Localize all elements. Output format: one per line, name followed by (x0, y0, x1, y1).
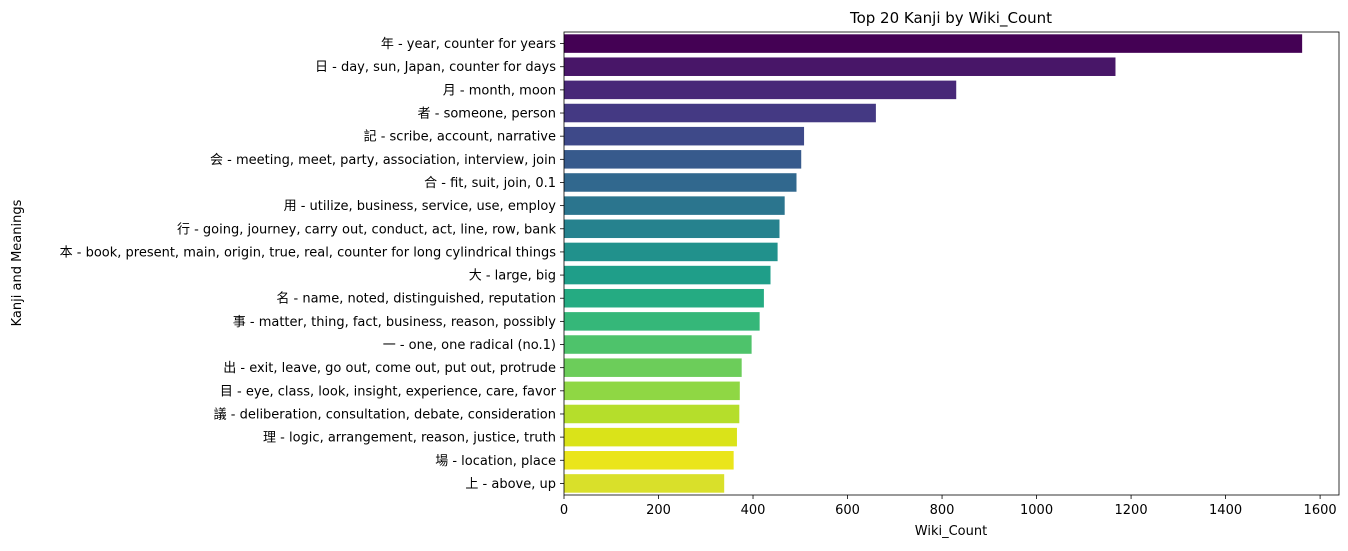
chart-title: Top 20 Kanji by Wiki_Count (849, 9, 1052, 28)
y-tick-label: 場 - location, place (435, 454, 556, 469)
plot-area-frame (563, 31, 1340, 496)
y-tick-label: 目 - eye, class, look, insight, experienc… (220, 384, 557, 399)
x-tick-label: 1000 (1020, 503, 1053, 518)
x-tick-label: 800 (930, 503, 955, 518)
y-tick-label: 事 - matter, thing, fact, business, reaso… (233, 315, 557, 330)
y-tick-label: 議 - deliberation, consultation, debate, … (214, 407, 556, 422)
y-tick-label: 理 - logic, arrangement, reason, justice,… (263, 431, 556, 446)
x-axis-ticks: 0 200 400 600 800 1000 1200 1400 1600 (560, 495, 1337, 518)
x-tick-label: 1600 (1304, 503, 1337, 518)
x-tick-label: 600 (835, 503, 860, 518)
y-tick-label: 日 - day, sun, Japan, counter for days (315, 60, 556, 75)
bar (564, 312, 760, 331)
bar (564, 451, 734, 470)
bar (564, 404, 740, 424)
y-tick-label: 用 - utilize, business, service, use, emp… (284, 199, 557, 214)
bar (564, 358, 742, 377)
y-tick-label: 年 - year, counter for years (381, 37, 556, 52)
y-tick-label: 名 - name, noted, distinguished, reputati… (276, 291, 556, 307)
bar (564, 126, 805, 146)
bar (564, 474, 725, 493)
bar (564, 173, 797, 192)
y-tick-label: 合 - fit, suit, join, 0.1 (424, 176, 556, 191)
bar (564, 288, 764, 308)
bar (564, 34, 1303, 53)
y-tick-label: 上 - above, up (465, 477, 556, 492)
y-tick-label: 者 - someone, person (418, 107, 556, 122)
y-tick-label: 出 - exit, leave, go out, come out, put o… (223, 361, 556, 376)
y-tick-label: 大 - large, big (469, 269, 556, 284)
bar (564, 242, 778, 262)
y-axis-label: Kanji and Meanings (10, 199, 25, 326)
bar (564, 265, 771, 285)
x-tick-label: 0 (560, 503, 568, 518)
bar (564, 80, 957, 100)
y-tick-label: 本 - book, present, main, origin, true, r… (60, 245, 557, 260)
bars-group (564, 34, 1303, 493)
y-axis-ticks: 年 - year, counter for years 日 - day, sun,… (60, 37, 564, 492)
bar (564, 427, 737, 447)
x-axis-label: Wiki_Count (915, 524, 987, 539)
bar (564, 381, 740, 401)
y-tick-label: 一 - one, one radical (no.1) (383, 338, 556, 353)
bar (564, 103, 876, 123)
x-tick-label: 1200 (1115, 503, 1148, 518)
x-tick-label: 1400 (1209, 503, 1242, 518)
y-tick-label: 行 - going, journey, carry out, conduct, … (177, 222, 557, 237)
x-tick-label: 200 (646, 503, 671, 518)
bar (564, 150, 802, 169)
bar (564, 335, 752, 354)
y-tick-label: 記 - scribe, account, narrative (364, 129, 556, 145)
bar (564, 219, 780, 239)
y-tick-label: 会 - meeting, meet, party, association, i… (210, 153, 556, 168)
x-tick-label: 400 (741, 503, 766, 518)
bar (564, 57, 1116, 76)
bar (564, 196, 785, 215)
y-tick-label: 月 - month, moon (443, 83, 556, 98)
